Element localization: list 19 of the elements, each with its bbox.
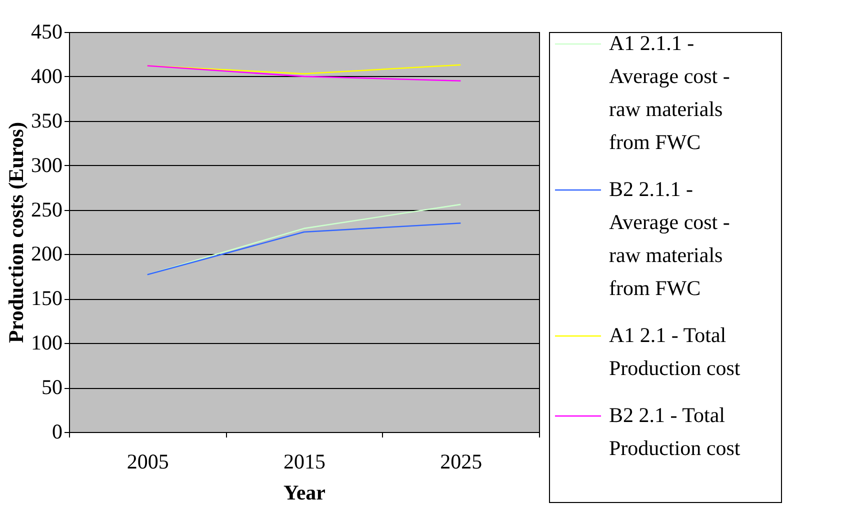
y-tick-label: 350 bbox=[31, 108, 62, 132]
legend-label: A1 2.1 - Total Production cost bbox=[609, 323, 740, 380]
y-tick-label: 100 bbox=[31, 330, 62, 355]
y-tick-label: 0 bbox=[52, 420, 62, 444]
legend-label: B2 2.1.1 - Average cost - raw materials from FWC bbox=[609, 177, 730, 300]
legend-label: A1 2.1.1 - Average cost - raw materials from FWC bbox=[609, 31, 730, 154]
x-tick-label: 2015 bbox=[284, 450, 326, 474]
x-axis-title: Year bbox=[284, 480, 326, 504]
x-tick-label: 2005 bbox=[126, 450, 169, 474]
y-tick-label: 400 bbox=[31, 64, 62, 88]
y-tick-label: 300 bbox=[31, 152, 62, 177]
y-axis-title: Production costs (Euros) bbox=[4, 122, 28, 343]
y-tick-label: 200 bbox=[31, 242, 62, 266]
y-tick-label: 450 bbox=[31, 20, 62, 44]
x-tick-label: 2025 bbox=[440, 450, 482, 474]
y-tick-label: 250 bbox=[31, 197, 62, 222]
y-tick-label: 50 bbox=[42, 375, 62, 400]
y-tick-label: 150 bbox=[31, 286, 62, 310]
legend-label: B2 2.1 - Total Production cost bbox=[609, 403, 740, 460]
